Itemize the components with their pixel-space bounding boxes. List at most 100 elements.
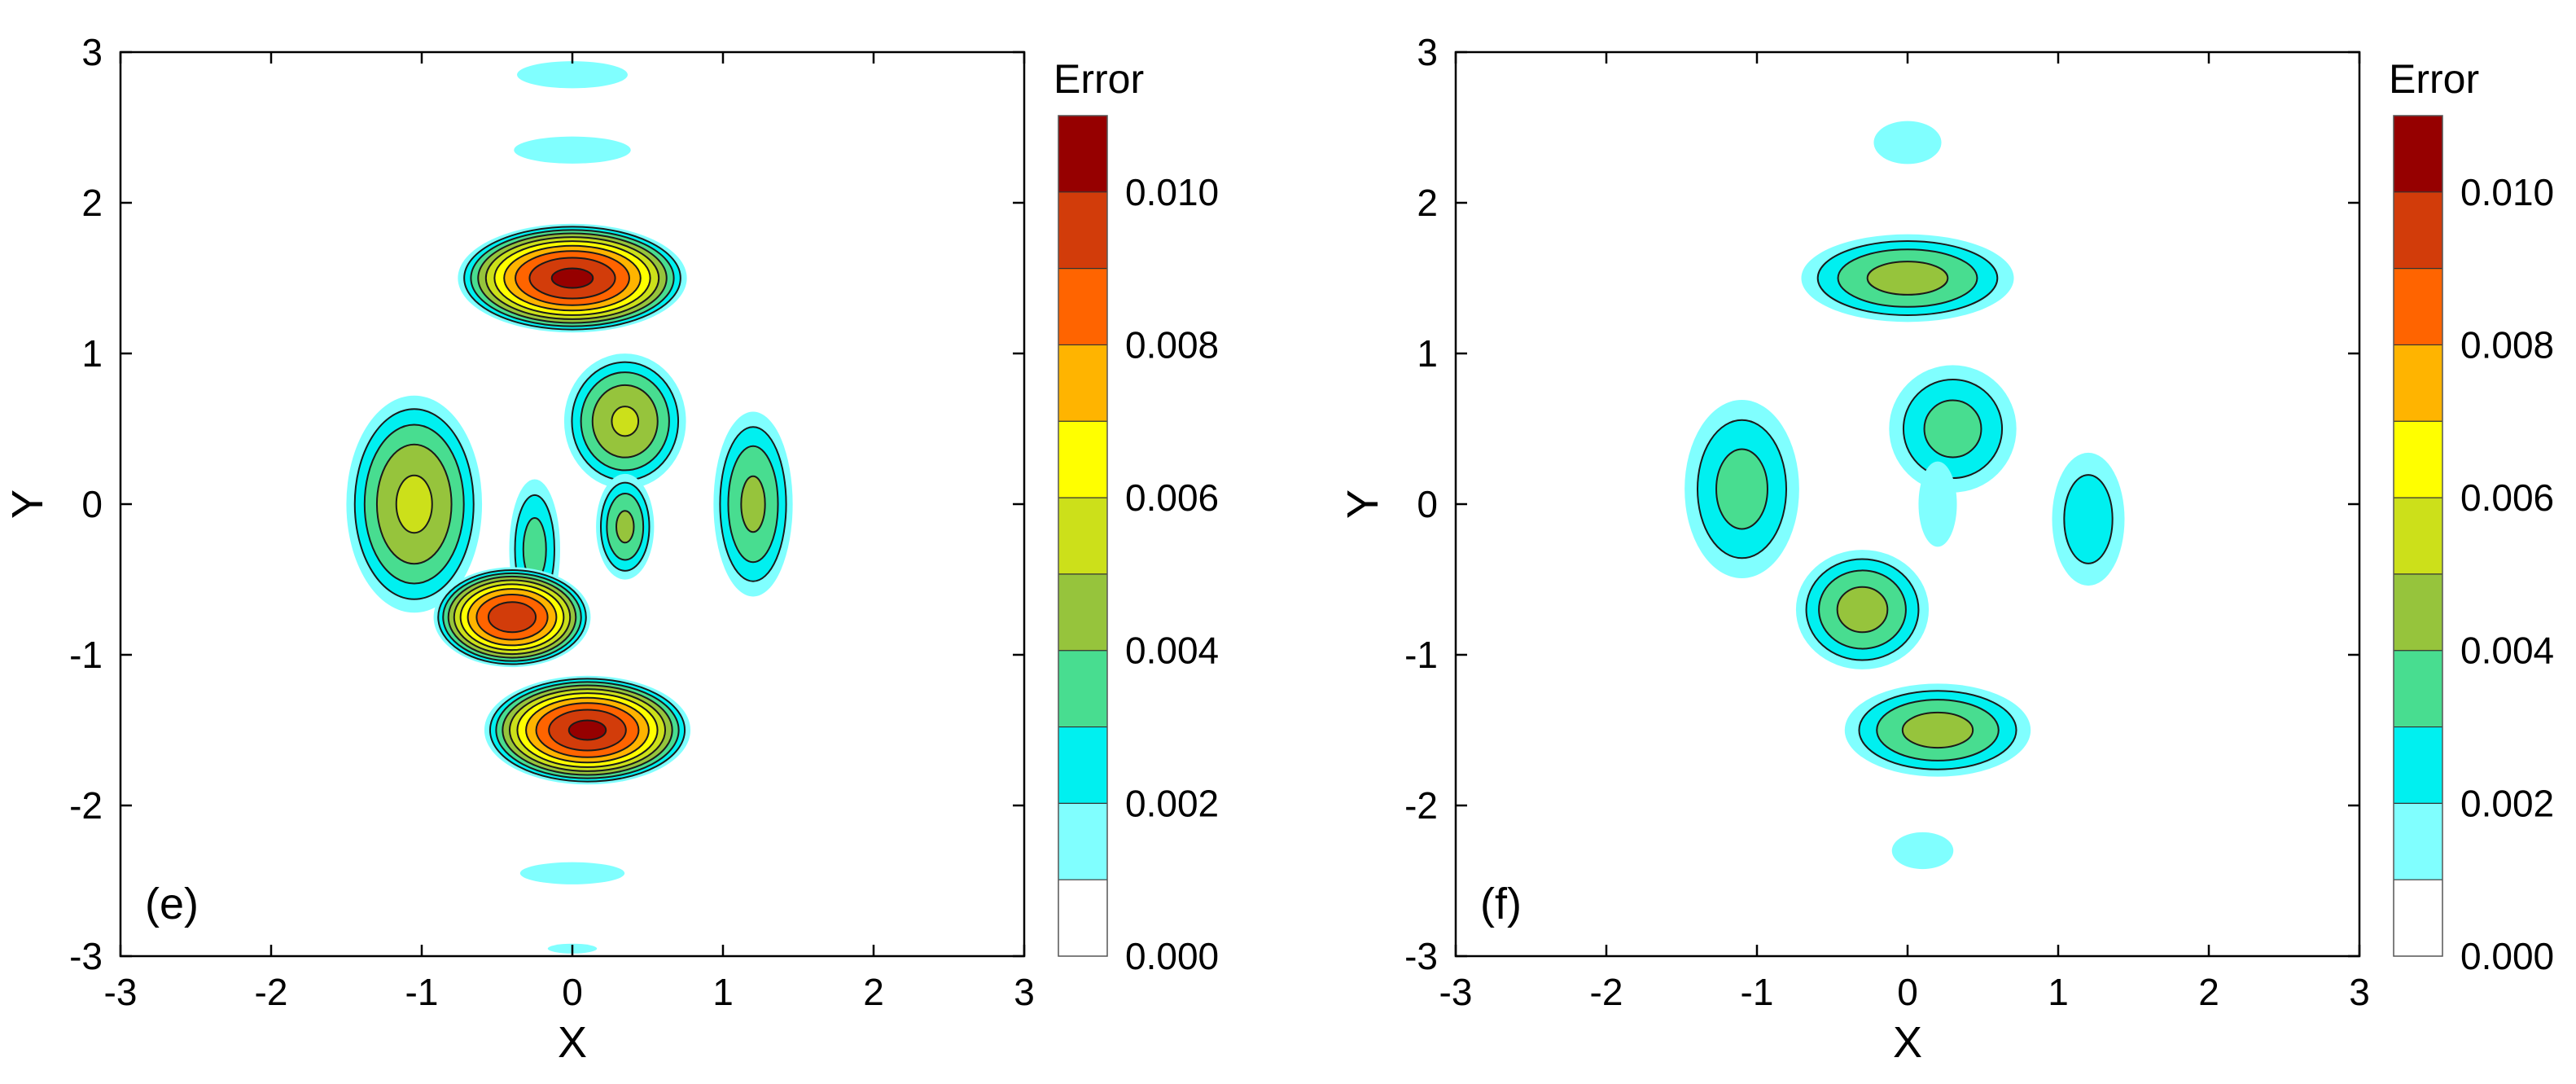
y-tick-label: 3 — [81, 31, 103, 73]
panel-0: -3 -2 -1 0 1 2 3 -3 -2 -1 0 1 2 3 X Y (e) Error 0.000 0.002… — [3, 31, 1219, 1067]
colorbar-segment — [2394, 650, 2442, 727]
colorbar-label: 0.004 — [2460, 630, 2554, 672]
colorbar-segment — [1058, 191, 1107, 269]
colorbar-label: 0.008 — [1125, 323, 1219, 366]
colorbar-segment — [2394, 345, 2442, 422]
colorbar-title: Error — [2389, 56, 2479, 102]
x-tick-label: 0 — [1897, 971, 1918, 1013]
error-region-4 — [1918, 461, 1957, 547]
plot-area — [120, 52, 1024, 956]
error-region-8 — [1891, 832, 1954, 870]
error-region-2 — [1684, 400, 1799, 578]
x-tick-label: -3 — [1439, 971, 1473, 1013]
y-tick-label: -1 — [69, 634, 103, 676]
colorbar-segment — [1058, 421, 1107, 498]
colorbar-label: 0.000 — [2460, 935, 2554, 977]
x-tick-label: -1 — [1741, 971, 1774, 1013]
colorbar-segment — [2394, 573, 2442, 651]
x-tick-label: -2 — [255, 971, 288, 1013]
error-region-7 — [1844, 683, 2031, 777]
colorbar-segment — [2394, 421, 2442, 498]
colorbar-label: 0.008 — [2460, 323, 2554, 366]
error-region-2 — [458, 223, 687, 333]
error-field — [1684, 121, 2125, 870]
x-tick-label: -1 — [405, 971, 439, 1013]
y-tick-label: 3 — [1417, 31, 1438, 73]
error-region-1 — [1801, 234, 2014, 323]
colorbar-label: 0.002 — [2460, 782, 2554, 824]
x-tick-label: 0 — [562, 971, 583, 1013]
colorbar-segment — [1058, 345, 1107, 422]
colorbar-segment — [1058, 498, 1107, 574]
y-tick-label: -2 — [69, 784, 103, 827]
colorbar-segment — [2394, 880, 2442, 956]
colorbar-segment — [2394, 268, 2442, 345]
colorbar-segment — [2394, 803, 2442, 880]
y-tick-label: -3 — [1404, 935, 1438, 977]
y-tick-label: 0 — [81, 483, 103, 525]
error-region-10 — [519, 862, 625, 884]
colorbar-segment — [1058, 116, 1107, 192]
colorbar-label: 0.006 — [2460, 476, 2554, 519]
plot-area — [1456, 52, 2359, 956]
colorbar-label: 0.006 — [1125, 476, 1219, 519]
colorbar-segment — [2394, 191, 2442, 269]
y-tick-label: 2 — [1417, 182, 1438, 224]
colorbar-label: 0.010 — [2460, 171, 2554, 213]
colorbar-segment — [1058, 726, 1107, 804]
y-axis-title: Y — [1338, 489, 1387, 519]
error-region-9 — [484, 675, 691, 785]
error-region-0 — [517, 61, 628, 89]
error-region-6 — [1795, 550, 1930, 669]
colorbar-frame — [1058, 115, 1108, 957]
x-axis-title: X — [1893, 1018, 1922, 1067]
x-tick-label: 3 — [2349, 971, 2370, 1013]
colorbar-segment — [1058, 268, 1107, 345]
y-tick-label: 1 — [1417, 332, 1438, 375]
error-region-5 — [596, 473, 655, 580]
error-field — [346, 61, 793, 954]
panel-label: (e) — [145, 880, 199, 928]
colorbar: Error 0.000 0.002 0.004 0.006 0.008 0.010 — [2389, 56, 2554, 977]
colorbar-title: Error — [1054, 56, 1144, 102]
colorbar-label: 0.000 — [1125, 935, 1219, 977]
colorbar-label: 0.002 — [1125, 782, 1219, 824]
colorbar-segment — [1058, 650, 1107, 727]
error-region-0 — [1873, 121, 1942, 165]
x-axis-title: X — [558, 1018, 587, 1067]
colorbar-segment — [2394, 498, 2442, 574]
y-axis-title: Y — [3, 489, 52, 519]
colorbar-segment — [1058, 803, 1107, 880]
error-region-4 — [563, 353, 686, 489]
y-tick-label: 1 — [81, 332, 103, 375]
x-tick-label: 3 — [1014, 971, 1035, 1013]
panel-1: -3 -2 -1 0 1 2 3 -3 -2 -1 0 1 2 3 X Y (f) Error 0.000 0.002… — [1338, 31, 2554, 1067]
error-region-8 — [433, 567, 591, 668]
y-tick-label: 0 — [1417, 483, 1438, 525]
colorbar-segment — [2394, 116, 2442, 192]
colorbar-frame — [2393, 115, 2443, 957]
x-tick-label: -3 — [104, 971, 138, 1013]
x-tick-label: 2 — [863, 971, 884, 1013]
colorbar-segment — [2394, 726, 2442, 804]
y-tick-label: -2 — [1404, 784, 1438, 827]
x-tick-label: 2 — [2198, 971, 2219, 1013]
x-tick-label: -2 — [1590, 971, 1623, 1013]
panel-label: (f) — [1480, 880, 1522, 928]
x-tick-label: 1 — [712, 971, 734, 1013]
error-region-3 — [1889, 365, 2017, 493]
error-region-3 — [346, 395, 483, 613]
colorbar-label: 0.004 — [1125, 630, 1219, 672]
error-region-5 — [2052, 452, 2125, 586]
y-tick-label: -1 — [1404, 634, 1438, 676]
y-tick-label: 2 — [81, 182, 103, 224]
colorbar-segment — [1058, 880, 1107, 956]
y-tick-label: -3 — [69, 935, 103, 977]
x-tick-label: 1 — [2048, 971, 2069, 1013]
colorbar: Error 0.000 0.002 0.004 0.006 0.008 0.010 — [1054, 56, 1219, 977]
error-region-6 — [713, 411, 793, 597]
colorbar-segment — [1058, 573, 1107, 651]
colorbar-label: 0.010 — [1125, 171, 1219, 213]
error-region-1 — [514, 136, 631, 164]
